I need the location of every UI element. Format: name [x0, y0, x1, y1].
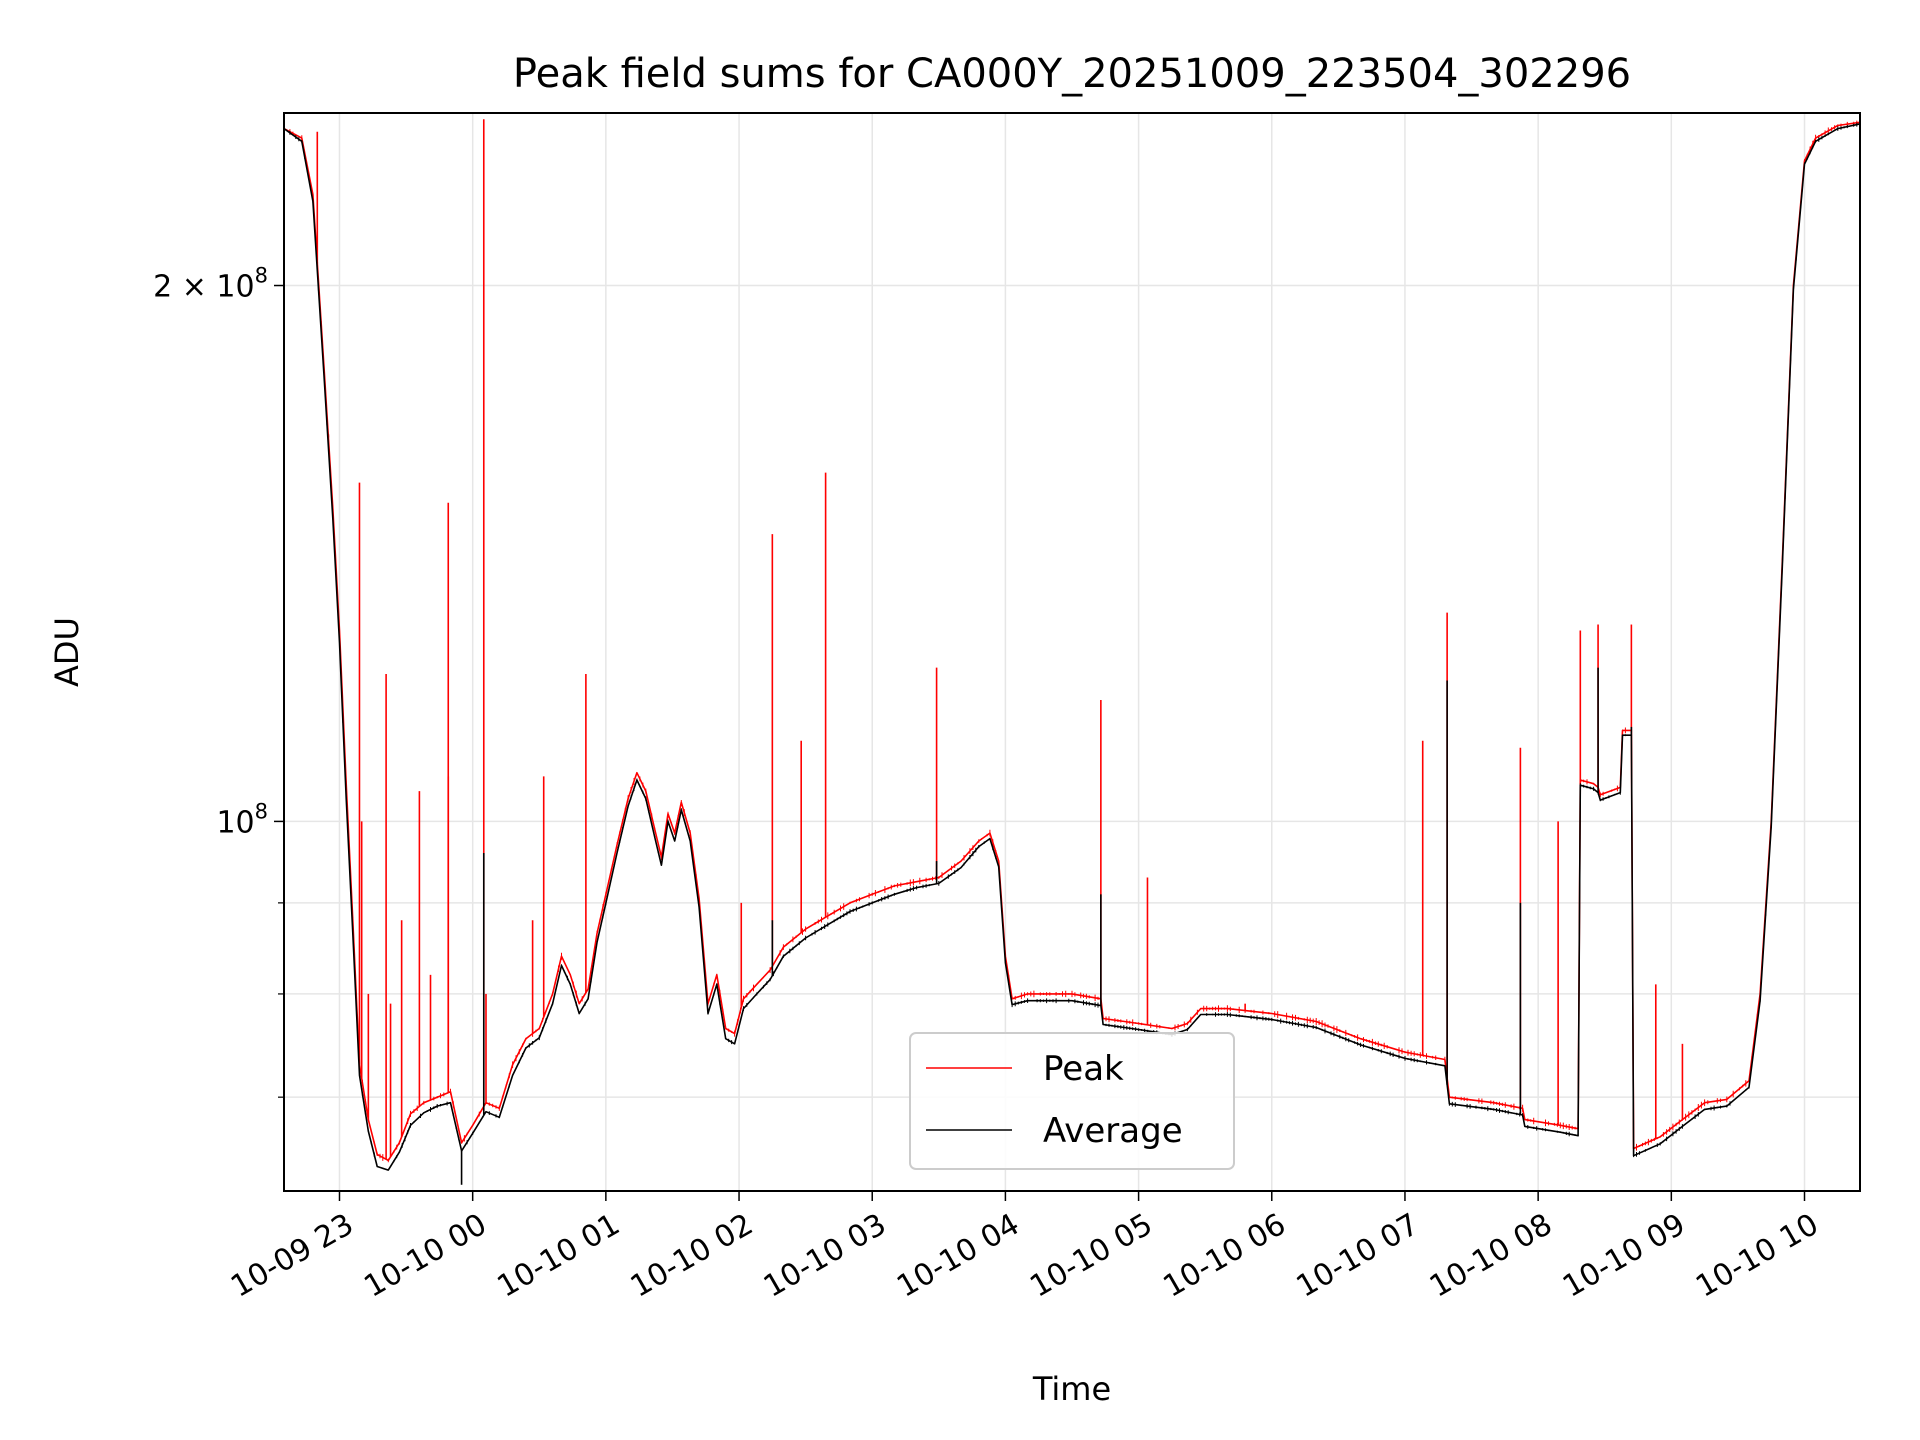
legend: Peak Average [909, 1032, 1235, 1170]
chart-title: Peak field sums for CA000Y_20251009_2235… [513, 51, 1631, 97]
legend-peak-label: Peak [1043, 1049, 1124, 1089]
y-axis: 108 2 × 108 [153, 264, 284, 1098]
y-tick-label: 108 [216, 799, 268, 840]
plot-frame [283, 112, 1861, 1192]
legend-box [909, 1032, 1235, 1170]
y-tick-label: 2 × 108 [153, 264, 268, 305]
series-noise [284, 120, 1858, 1163]
y-axis-label: ADU [48, 617, 86, 687]
legend-average-label: Average [1043, 1111, 1183, 1151]
x-axis-label: Time [1032, 1370, 1111, 1408]
